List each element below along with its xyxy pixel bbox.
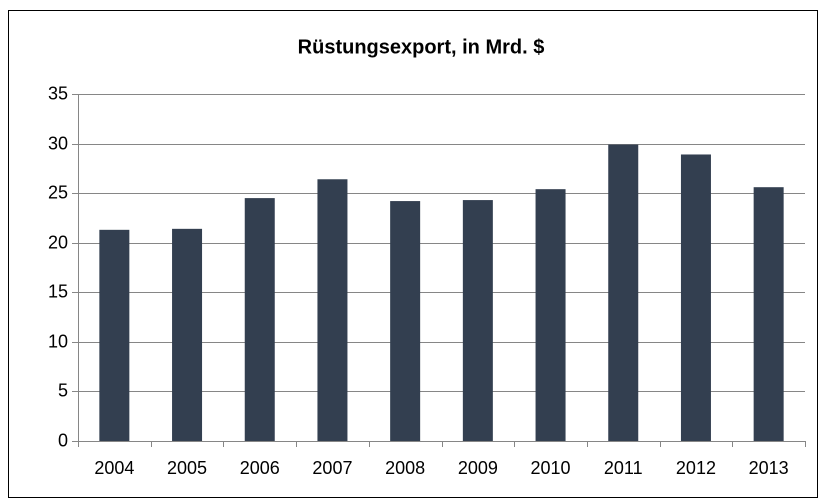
bar — [172, 228, 203, 441]
y-tick-label: 5 — [58, 380, 68, 400]
x-tick-label: 2013 — [749, 458, 789, 478]
chart-title: Rüstungsexport, in Mrd. $ — [298, 36, 545, 58]
bar — [462, 200, 493, 441]
y-tick-label: 15 — [48, 281, 68, 301]
x-tick-label: 2006 — [240, 458, 280, 478]
y-tick-label: 20 — [48, 232, 68, 252]
y-tick-label: 35 — [48, 83, 68, 103]
bar — [244, 198, 275, 441]
y-tick-label: 30 — [48, 133, 68, 153]
x-tick-label: 2008 — [385, 458, 425, 478]
x-tick-label: 2012 — [676, 458, 716, 478]
bar — [608, 144, 639, 441]
x-tick-label: 2009 — [458, 458, 498, 478]
x-tick-label: 2005 — [167, 458, 207, 478]
bar — [753, 187, 784, 441]
bar — [390, 201, 421, 441]
y-tick-label: 10 — [48, 331, 68, 351]
y-tick-label: 25 — [48, 182, 68, 202]
bar — [99, 229, 130, 441]
x-tick-label: 2011 — [604, 458, 643, 478]
bar — [317, 179, 348, 441]
bar — [535, 189, 566, 441]
y-tick-label: 0 — [58, 430, 68, 450]
bar — [680, 154, 711, 441]
x-tick-label: 2004 — [94, 458, 134, 478]
x-tick-label: 2010 — [531, 458, 571, 478]
x-tick-label: 2007 — [312, 458, 352, 478]
